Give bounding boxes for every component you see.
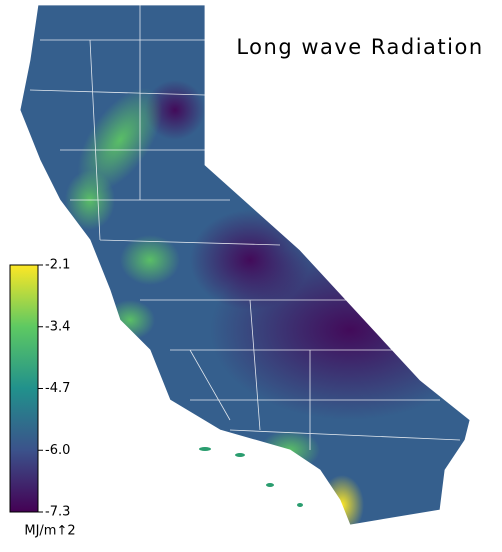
- colorbar-label: MJ/m↑2: [24, 524, 75, 539]
- islands: [199, 447, 303, 507]
- state-outline: [19, 4, 471, 526]
- colorbar-tick-label: -6.0: [45, 443, 70, 458]
- colorbar-tick-label: -4.7: [45, 381, 70, 396]
- colorbar-tick-label: -3.4: [45, 319, 70, 334]
- map-title: Long wave Radiation: [236, 35, 483, 59]
- colorbar: [9, 264, 39, 513]
- colorbar-tick-label: -2.1: [45, 258, 70, 273]
- colorbar-tick-label: -7.3: [45, 505, 70, 520]
